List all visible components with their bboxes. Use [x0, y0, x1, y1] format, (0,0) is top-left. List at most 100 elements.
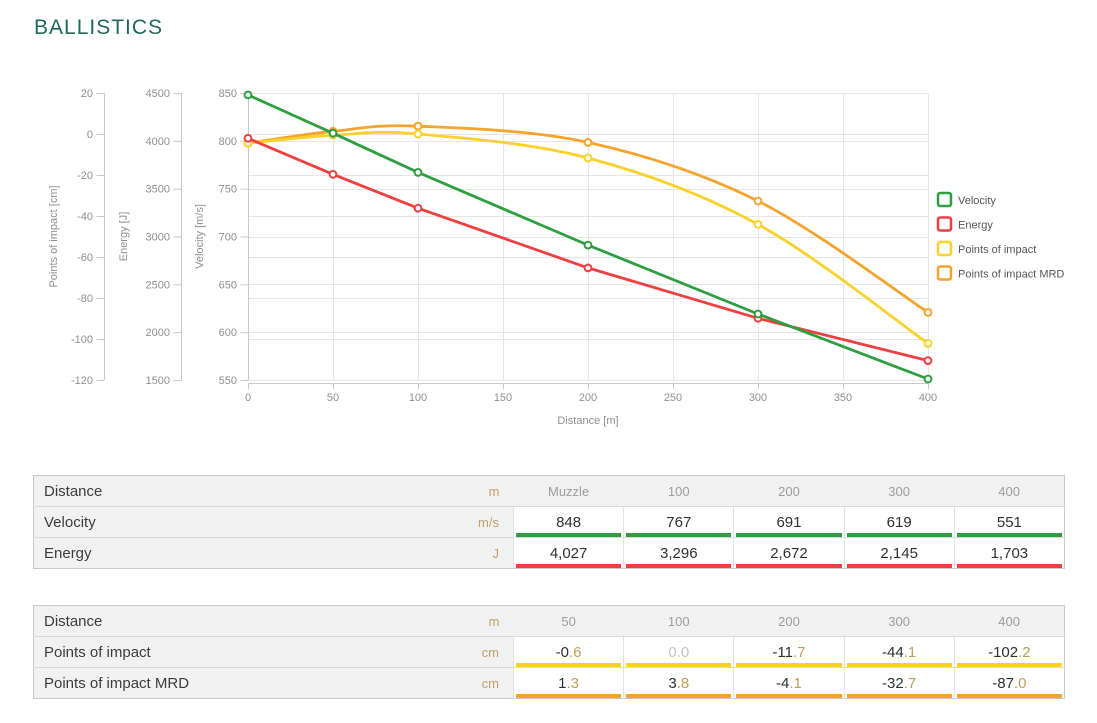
page-title: BALLISTICS — [34, 16, 164, 39]
y-axis-title-poi: Points of impact [cm] — [48, 185, 60, 287]
svg-text:-20: -20 — [77, 170, 93, 182]
header-label: Distance — [44, 612, 103, 630]
value-cell: 619 — [843, 506, 955, 538]
legend-item-energy[interactable]: Energy — [936, 216, 993, 232]
row-unit: cm — [458, 636, 514, 668]
value-cell: 551 — [953, 506, 1065, 538]
series-velocity — [243, 90, 933, 384]
column-header: 300 — [844, 605, 955, 637]
svg-text:100: 100 — [409, 392, 427, 404]
column-header: 400 — [954, 475, 1065, 507]
value-cell: -11.7 — [733, 636, 845, 668]
table-row: Velocity m/s 848 767 691 619 551 — [33, 506, 1065, 538]
svg-text:200: 200 — [579, 392, 597, 404]
y-axis-poi: 20 0 -20 -40 -60 -80 -100 -120 Points of impact … — [48, 88, 105, 387]
data-point — [413, 121, 423, 131]
row-unit: m/s — [458, 506, 514, 538]
svg-text:600: 600 — [219, 327, 237, 339]
y-axis-title-energy: Energy [J] — [118, 212, 130, 262]
data-point — [583, 240, 593, 250]
column-header: 100 — [623, 475, 734, 507]
svg-text:0: 0 — [245, 392, 251, 404]
svg-text:-80: -80 — [77, 293, 93, 305]
header-unit: m — [488, 483, 500, 499]
legend-item-points-of-impact-mrd[interactable]: Points of impact MRD — [936, 265, 1064, 281]
energy-underline — [516, 564, 622, 568]
energy-underline — [956, 564, 1062, 568]
svg-text:700: 700 — [219, 232, 237, 244]
value-cell: -4.1 — [733, 667, 845, 699]
chart-grid — [248, 93, 929, 381]
legend-label: Points of impact MRD — [958, 269, 1064, 281]
column-header: 100 — [623, 605, 734, 637]
svg-text:850: 850 — [219, 88, 237, 100]
value-cell: 1,703 — [953, 537, 1065, 569]
energy-underline — [736, 564, 842, 568]
svg-text:4000: 4000 — [146, 136, 170, 148]
legend-label: Velocity — [958, 195, 996, 207]
chart-legend: Velocity Energy Points of impact Points of … — [936, 191, 1064, 281]
legend-swatch-energy — [936, 216, 953, 232]
value-cell: -102.2 — [953, 636, 1065, 668]
poi-underline — [626, 663, 732, 667]
value-cell: -87.0 — [953, 667, 1065, 699]
poi-underline — [736, 663, 842, 667]
energy-underline — [846, 564, 952, 568]
column-header: 300 — [844, 475, 955, 507]
data-point — [243, 90, 253, 100]
row-label: Points of impact — [33, 636, 459, 668]
value-cell: 2,672 — [733, 537, 845, 569]
velocity-underline — [736, 533, 842, 537]
row-label: Velocity — [33, 506, 459, 538]
x-axis-title: Distance [m] — [557, 415, 618, 427]
column-header: 400 — [954, 605, 1065, 637]
value-cell: 3,296 — [623, 537, 734, 569]
svg-text:550: 550 — [219, 375, 237, 387]
svg-text:0: 0 — [87, 129, 93, 141]
value-cell: 848 — [512, 506, 624, 538]
data-point — [583, 263, 593, 273]
table-header-row: Distance m Muzzle 100 200 300 400 — [34, 475, 1065, 507]
table-row: Points of impact MRD cm 1.3 3.8 -4.1 -32.7 -87… — [33, 667, 1065, 699]
svg-text:400: 400 — [919, 392, 937, 404]
row-label: Energy — [33, 537, 459, 569]
legend-label: Energy — [958, 220, 993, 232]
svg-text:-120: -120 — [71, 375, 93, 387]
column-header: 200 — [733, 605, 845, 637]
y-axis-energy: 4500 4000 3500 3000 2500 2000 1500 Energy [J] — [118, 88, 182, 387]
value-cell: -32.7 — [843, 667, 955, 699]
value-cell: 0.0 — [623, 636, 734, 668]
svg-text:-60: -60 — [77, 252, 93, 264]
row-label: Points of impact MRD — [33, 667, 459, 699]
svg-text:2000: 2000 — [146, 327, 170, 339]
poi_mrd-underline — [846, 694, 952, 698]
poi-underline — [516, 663, 622, 667]
poi-underline — [846, 663, 952, 667]
svg-text:20: 20 — [81, 88, 93, 100]
column-header: Muzzle — [513, 475, 624, 507]
y-axis-velocity: 850 800 750 700 650 600 550 Velocity [m/s] — [194, 88, 249, 387]
velocity-energy-table: Distance m Muzzle 100 200 300 400 Velocity m/s 84… — [33, 475, 1065, 569]
svg-text:-100: -100 — [71, 334, 93, 346]
value-cell: 3.8 — [623, 667, 734, 699]
legend-item-points-of-impact[interactable]: Points of impact — [936, 240, 1036, 257]
svg-text:2500: 2500 — [146, 279, 170, 291]
svg-text:3500: 3500 — [146, 184, 170, 196]
data-point — [328, 169, 338, 179]
poi_mrd-underline — [516, 694, 622, 698]
velocity-underline — [626, 533, 732, 537]
legend-swatch-points-of-impact-mrd — [936, 265, 953, 281]
header-label: Distance — [44, 482, 103, 500]
poi_mrd-underline — [626, 694, 732, 698]
data-point — [923, 374, 933, 384]
legend-swatch-velocity — [936, 191, 953, 208]
legend-item-velocity[interactable]: Velocity — [936, 191, 996, 208]
data-point — [328, 128, 338, 138]
svg-text:750: 750 — [219, 184, 237, 196]
velocity-underline — [846, 533, 952, 537]
header-unit: m — [488, 613, 500, 629]
data-point — [923, 308, 933, 317]
data-point — [923, 356, 933, 366]
